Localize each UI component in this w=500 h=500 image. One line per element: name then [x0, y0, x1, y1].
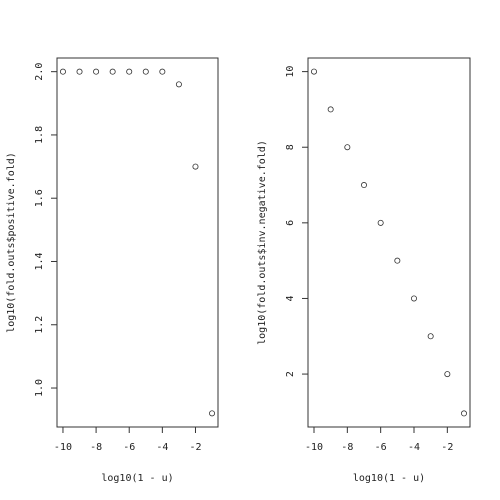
- y-tick-label: 10: [285, 66, 296, 78]
- plot-box: [56, 57, 219, 428]
- point: [344, 144, 351, 151]
- x-tick-label: -4: [408, 442, 420, 453]
- point: [126, 68, 133, 75]
- point: [175, 81, 182, 88]
- point: [394, 257, 401, 264]
- panel: -10 -8 -6 -4 -2 2 4 6 8 10 log10(1 - u) log10(fold.…: [257, 57, 471, 484]
- y-tick-label: 6: [285, 220, 296, 226]
- x-tick-label: -10: [54, 442, 72, 453]
- x-tick-label: -6: [123, 442, 135, 453]
- point: [209, 410, 216, 417]
- point: [93, 68, 100, 75]
- point: [76, 68, 83, 75]
- x-axis-label: log10(1 - u): [101, 473, 173, 484]
- point: [142, 68, 149, 75]
- x-tick-label: -2: [441, 442, 453, 453]
- point: [427, 333, 434, 340]
- x-tick-label: -8: [90, 442, 102, 453]
- y-tick-label: 1.0: [34, 379, 45, 397]
- x-axis-label: log10(1 - u): [353, 473, 425, 484]
- y-tick-label: 4: [285, 295, 296, 301]
- point: [310, 68, 317, 75]
- y-tick-label: 2: [285, 371, 296, 377]
- plot-box: [307, 57, 471, 428]
- x-tick-label: -8: [341, 442, 353, 453]
- x-tick-label: -2: [189, 442, 201, 453]
- x-tick-label: -6: [375, 442, 387, 453]
- y-tick-label: 8: [285, 144, 296, 150]
- point: [444, 371, 451, 378]
- point: [460, 410, 467, 417]
- y-tick-label: 2.0: [34, 63, 45, 81]
- x-tick-label: -10: [305, 442, 323, 453]
- x-tick-label: -4: [156, 442, 168, 453]
- point: [360, 182, 367, 189]
- y-axis-label: log10(fold.outs$inv.negative.fold): [257, 140, 268, 345]
- point: [192, 163, 199, 170]
- y-tick-label: 1.8: [34, 126, 45, 144]
- point: [327, 106, 334, 113]
- point: [410, 295, 417, 302]
- point: [59, 68, 66, 75]
- panel: -10 -8 -6 -4 -2 1.0 1.2 1.4 1.6 1.8 2.0 log10(1 - u…: [6, 57, 219, 484]
- point: [377, 219, 384, 226]
- point: [159, 68, 166, 75]
- y-tick-label: 1.4: [34, 252, 45, 270]
- y-axis-label: log10(fold.outs$positive.fold): [6, 152, 17, 333]
- y-tick-label: 1.2: [34, 316, 45, 334]
- y-tick-label: 1.6: [34, 189, 45, 207]
- point: [109, 68, 116, 75]
